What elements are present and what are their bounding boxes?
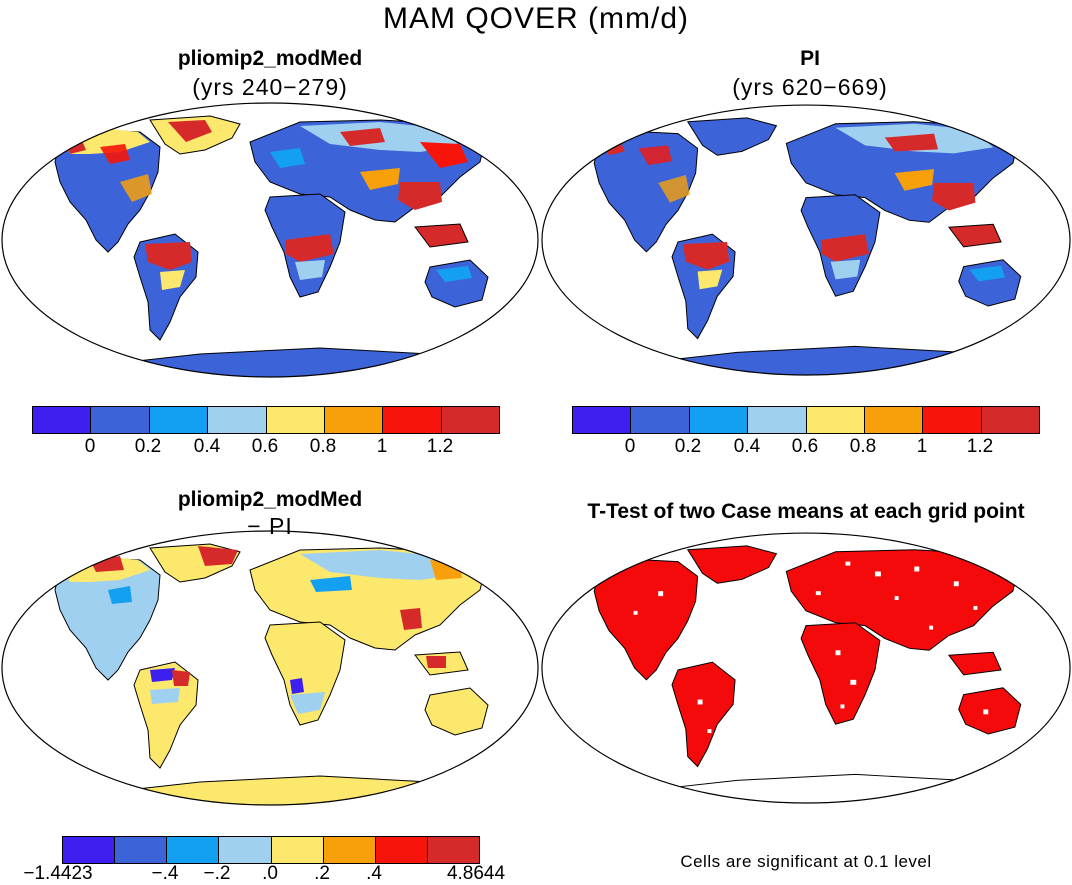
continent-greenland bbox=[686, 545, 778, 584]
colorbar-swatch bbox=[981, 407, 1039, 433]
nonsignificant-cells bbox=[633, 561, 989, 734]
continent-australia bbox=[424, 259, 489, 308]
map-difference-runoff bbox=[1, 530, 539, 806]
colorbar-tick-label: 0 bbox=[624, 436, 636, 457]
map-model-runoff bbox=[1, 102, 539, 378]
colorbar-tick-label: 1 bbox=[376, 436, 388, 457]
colorbar-tick-label: 0.6 bbox=[251, 436, 279, 457]
panel-subtitle-model: (yrs 240−279) bbox=[192, 74, 348, 100]
colorbar-tick-label: 1 bbox=[916, 436, 928, 457]
colorbar-swatch bbox=[923, 407, 982, 433]
colorbar-swatch bbox=[806, 407, 865, 433]
colorbar-tick-label: 1.2 bbox=[966, 436, 994, 457]
colorbar-model bbox=[32, 406, 500, 434]
colorbar-swatch bbox=[383, 407, 442, 433]
colorbar-swatch bbox=[219, 837, 272, 863]
colorbar-tick-label: 0.8 bbox=[309, 436, 337, 457]
colorbar-swatch bbox=[266, 407, 325, 433]
map-outline bbox=[541, 532, 1071, 804]
continent-north-america bbox=[54, 129, 161, 253]
map-outline bbox=[1, 530, 539, 806]
map-outline bbox=[541, 104, 1071, 376]
colorbar-tick-label: 0.8 bbox=[849, 436, 877, 457]
panel-title-model: pliomip2_modMed bbox=[177, 47, 363, 70]
colorbar-tick-label: 0.4 bbox=[193, 436, 221, 457]
continent-south-america bbox=[133, 661, 199, 769]
colorbar-swatch bbox=[323, 837, 376, 863]
colorbar-tick-label: −1.4423 bbox=[23, 863, 93, 884]
colorbar-swatch bbox=[33, 407, 92, 433]
colorbar-swatch bbox=[208, 407, 267, 433]
colorbar-swatch bbox=[689, 407, 749, 433]
continent-north-america bbox=[593, 131, 699, 253]
colorbar-swatch bbox=[271, 837, 324, 863]
colorbar-swatch bbox=[324, 407, 384, 433]
region-maritime-continent bbox=[947, 223, 1002, 248]
region-maritime-continent bbox=[414, 223, 469, 248]
continent-australia bbox=[958, 259, 1022, 307]
colorbar-tick-label: 0 bbox=[84, 436, 96, 457]
colorbar-tick-label: 0.4 bbox=[733, 436, 761, 457]
region-east-us bbox=[120, 174, 152, 202]
colorbar-tick-label: .4 bbox=[366, 863, 382, 884]
continent-antarctica bbox=[647, 773, 1014, 803]
colorbar-tick-label: 0.2 bbox=[134, 436, 162, 457]
map-significance bbox=[541, 532, 1071, 804]
colorbar-tick-label: −.2 bbox=[203, 863, 231, 884]
colorbar-swatch bbox=[864, 407, 924, 433]
panel-title-diff: pliomip2_modMed bbox=[177, 488, 363, 511]
continent-australia bbox=[424, 687, 489, 736]
region-central-africa bbox=[285, 234, 334, 262]
map-pi-runoff bbox=[541, 104, 1071, 376]
continent-australia bbox=[958, 687, 1022, 735]
continent-africa bbox=[264, 621, 346, 726]
continent-greenland bbox=[686, 117, 778, 156]
colorbar-tick-label: .2 bbox=[314, 863, 330, 884]
continent-south-america bbox=[671, 661, 736, 768]
colorbar-swatch bbox=[149, 407, 209, 433]
colorbar-pi bbox=[572, 406, 1040, 434]
continent-antarctica bbox=[647, 345, 1014, 375]
continent-north-america bbox=[54, 557, 161, 681]
panel-subtitle-pi: (yrs 620−669) bbox=[732, 74, 888, 100]
continent-north-america bbox=[593, 559, 699, 681]
colorbar-swatch bbox=[115, 837, 168, 863]
colorbar-tick-label: 0.6 bbox=[791, 436, 819, 457]
colorbar-swatch bbox=[63, 837, 116, 863]
panel-title-pi: PI bbox=[800, 47, 820, 70]
colorbar-swatch bbox=[748, 407, 807, 433]
region-amazon bbox=[145, 242, 192, 270]
colorbar-tick-label: 1.2 bbox=[426, 436, 454, 457]
figure-title: MAM QOVER (mm/d) bbox=[383, 2, 689, 35]
colorbar-swatch bbox=[91, 407, 150, 433]
region-hudson bbox=[100, 144, 130, 164]
region-east-asia bbox=[398, 182, 442, 210]
colorbar-difference bbox=[62, 836, 480, 864]
colorbar-swatch bbox=[573, 407, 632, 433]
colorbar-swatch bbox=[441, 407, 499, 433]
colorbar-tick-label: 4.8644 bbox=[446, 863, 506, 884]
map-outline bbox=[1, 102, 539, 378]
colorbar-swatch bbox=[631, 407, 690, 433]
panel-title-ttest: T-Test of two Case means at each grid po… bbox=[587, 500, 1025, 523]
continent-africa bbox=[800, 622, 881, 725]
colorbar-tick-label: .0 bbox=[262, 863, 278, 884]
colorbar-swatch bbox=[167, 837, 220, 863]
significance-note: Cells are significant at 0.1 level bbox=[680, 852, 932, 871]
continent-antarctica bbox=[109, 347, 481, 377]
panel-subtitle-diff: − PI bbox=[247, 513, 293, 539]
colorbar-tick-label: 0.2 bbox=[674, 436, 702, 457]
colorbar-swatch bbox=[375, 837, 428, 863]
colorbar-tick-label: −.4 bbox=[151, 863, 179, 884]
continent-antarctica bbox=[109, 775, 481, 805]
region-maritime-continent bbox=[947, 651, 1002, 676]
colorbar-swatch bbox=[427, 837, 479, 863]
